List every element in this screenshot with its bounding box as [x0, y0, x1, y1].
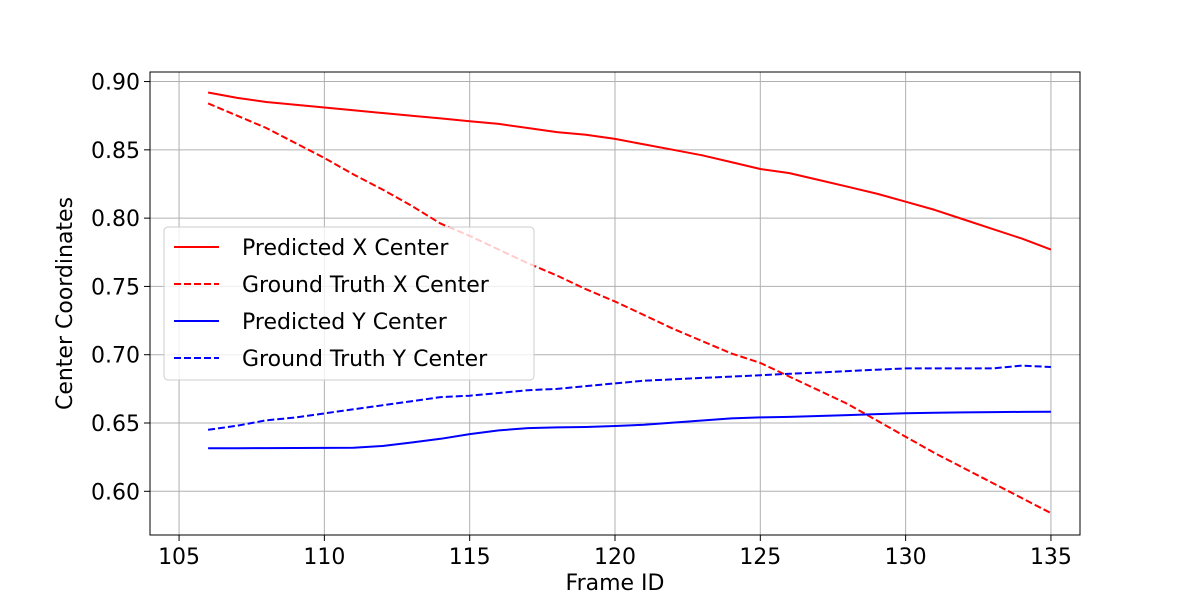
x-tick-label: 125	[739, 545, 781, 570]
series-lines	[207, 91, 1052, 514]
y-tick-label: 0.75	[91, 275, 140, 300]
y-tick-label: 0.85	[91, 139, 140, 164]
x-tick-label: 135	[1030, 545, 1072, 570]
x-tick-label: 110	[303, 545, 345, 570]
y-tick-label: 0.65	[91, 412, 140, 437]
series-line	[207, 91, 1052, 251]
series-line	[207, 364, 1051, 431]
y-tick-label: 0.60	[91, 480, 140, 505]
x-axis-ticks: 105 110 115 120 125 130 135	[158, 535, 1072, 570]
x-tick-label: 120	[594, 545, 636, 570]
legend-frame	[163, 226, 535, 381]
legend-label: Predicted Y Center	[242, 310, 448, 335]
y-axis-ticks: 0.60 0.65 0.70 0.75 0.80 0.85 0.90	[91, 71, 150, 505]
legend-label: Ground Truth Y Center	[242, 347, 488, 372]
series-line	[208, 410, 1051, 450]
x-tick-label: 105	[158, 545, 200, 570]
series-line	[207, 102, 1052, 514]
legend-label: Predicted X Center	[242, 236, 449, 261]
y-tick-label: 0.80	[91, 207, 140, 232]
legend: Predicted X Center Ground Truth X Center P…	[163, 226, 535, 381]
y-axis-label: Center Coordinates	[53, 197, 78, 410]
x-axis-label: Frame ID	[566, 571, 665, 596]
y-tick-label: 0.90	[91, 71, 140, 96]
x-tick-label: 130	[885, 545, 927, 570]
legend-label: Ground Truth X Center	[242, 273, 490, 298]
y-tick-label: 0.70	[91, 344, 140, 369]
x-tick-label: 115	[449, 545, 491, 570]
